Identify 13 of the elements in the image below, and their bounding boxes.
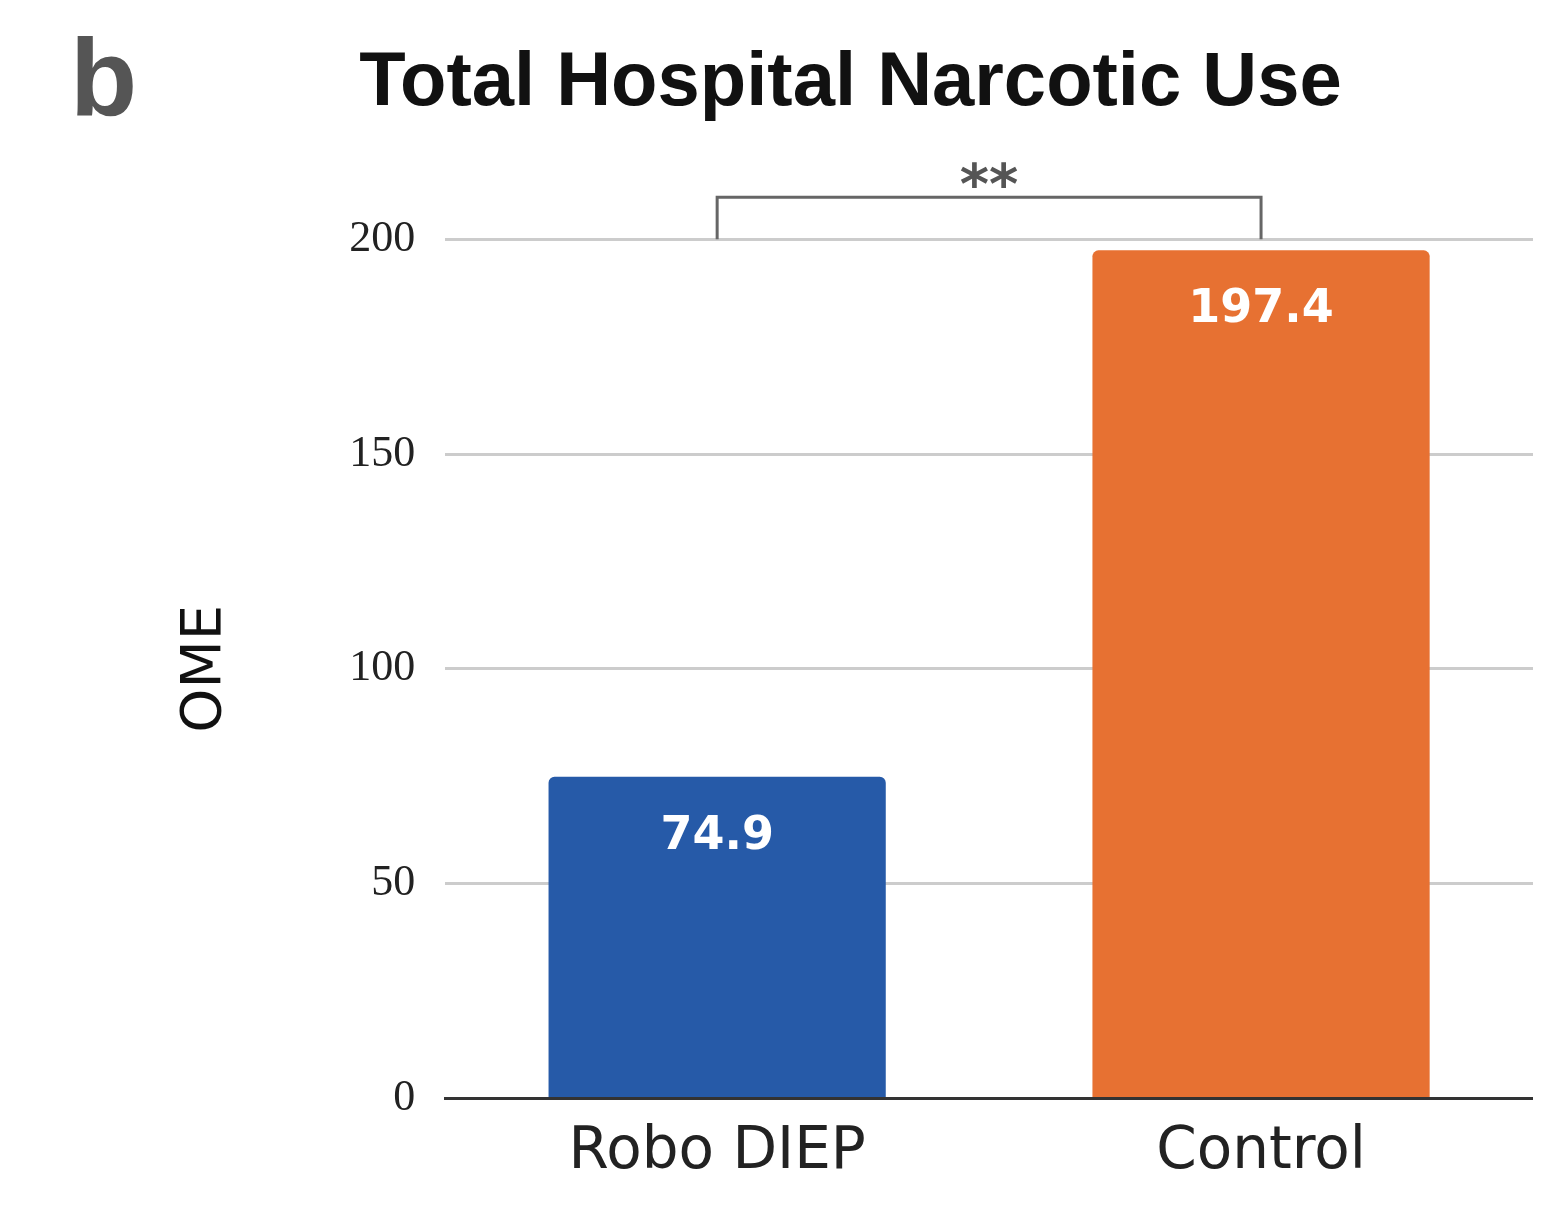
x-tick-label: Robo DIEP	[568, 1114, 866, 1183]
text: **	[959, 151, 1019, 217]
y-tick-label: 100	[349, 641, 416, 691]
y-tick-label: 150	[349, 426, 416, 476]
data-label: 74.9	[660, 805, 774, 860]
text: b	[70, 15, 138, 139]
chart-title: Total Hospital Narcotic Use	[359, 35, 1342, 121]
x-tick-label: Control	[1156, 1114, 1366, 1183]
y-axis-title: OME	[168, 604, 234, 733]
data-label: 197.4	[1188, 279, 1334, 334]
y-tick-label: 200	[349, 211, 416, 261]
y-tick-label: 50	[371, 856, 416, 906]
y-tick-label: 0	[393, 1070, 416, 1120]
